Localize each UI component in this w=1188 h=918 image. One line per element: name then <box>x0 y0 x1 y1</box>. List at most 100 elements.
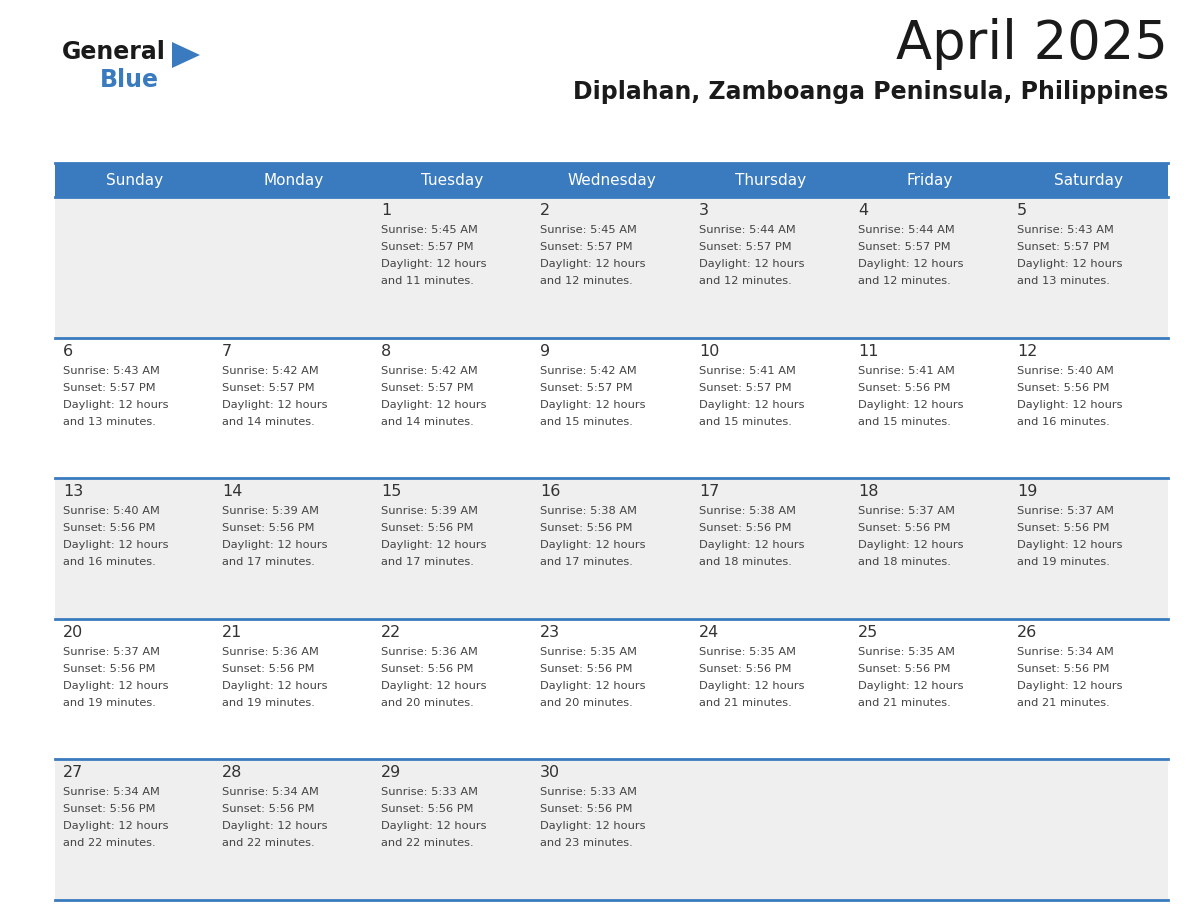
Text: Sunset: 5:56 PM: Sunset: 5:56 PM <box>1017 383 1110 393</box>
Text: Sunrise: 5:44 AM: Sunrise: 5:44 AM <box>699 225 796 235</box>
Text: Sunset: 5:56 PM: Sunset: 5:56 PM <box>222 804 315 814</box>
Text: and 14 minutes.: and 14 minutes. <box>222 417 315 427</box>
Text: Sunrise: 5:41 AM: Sunrise: 5:41 AM <box>699 365 796 375</box>
Text: and 13 minutes.: and 13 minutes. <box>63 417 156 427</box>
Text: Sunrise: 5:38 AM: Sunrise: 5:38 AM <box>699 506 796 516</box>
Text: and 17 minutes.: and 17 minutes. <box>541 557 633 567</box>
Text: Sunset: 5:57 PM: Sunset: 5:57 PM <box>381 383 474 393</box>
Text: and 21 minutes.: and 21 minutes. <box>699 698 791 708</box>
Text: Sunrise: 5:39 AM: Sunrise: 5:39 AM <box>381 506 478 516</box>
Text: Blue: Blue <box>100 68 159 92</box>
Text: 30: 30 <box>541 766 560 780</box>
Text: Sunrise: 5:34 AM: Sunrise: 5:34 AM <box>222 788 318 798</box>
Text: 24: 24 <box>699 625 719 640</box>
Text: Daylight: 12 hours: Daylight: 12 hours <box>541 822 645 832</box>
Polygon shape <box>172 42 200 68</box>
Text: Sunset: 5:57 PM: Sunset: 5:57 PM <box>381 242 474 252</box>
Text: Tuesday: Tuesday <box>422 173 484 187</box>
Text: Sunrise: 5:33 AM: Sunrise: 5:33 AM <box>381 788 478 798</box>
Text: Sunrise: 5:36 AM: Sunrise: 5:36 AM <box>222 647 318 656</box>
Text: and 17 minutes.: and 17 minutes. <box>381 557 474 567</box>
Text: Daylight: 12 hours: Daylight: 12 hours <box>63 540 169 550</box>
Text: Daylight: 12 hours: Daylight: 12 hours <box>858 259 963 269</box>
Text: Sunset: 5:56 PM: Sunset: 5:56 PM <box>858 383 950 393</box>
Text: Friday: Friday <box>906 173 953 187</box>
Text: and 21 minutes.: and 21 minutes. <box>858 698 950 708</box>
Text: Sunrise: 5:37 AM: Sunrise: 5:37 AM <box>858 506 955 516</box>
Text: and 12 minutes.: and 12 minutes. <box>699 276 791 286</box>
Text: Sunrise: 5:33 AM: Sunrise: 5:33 AM <box>541 788 637 798</box>
Text: 28: 28 <box>222 766 242 780</box>
Text: 19: 19 <box>1017 484 1037 499</box>
Text: and 18 minutes.: and 18 minutes. <box>858 557 950 567</box>
Text: 9: 9 <box>541 343 550 359</box>
Text: 22: 22 <box>381 625 402 640</box>
Text: Sunset: 5:56 PM: Sunset: 5:56 PM <box>381 664 474 674</box>
Text: and 18 minutes.: and 18 minutes. <box>699 557 792 567</box>
Text: Sunset: 5:56 PM: Sunset: 5:56 PM <box>858 664 950 674</box>
Text: Thursday: Thursday <box>735 173 807 187</box>
Text: 12: 12 <box>1017 343 1037 359</box>
Bar <box>55 759 1168 900</box>
Text: Daylight: 12 hours: Daylight: 12 hours <box>381 399 487 409</box>
Text: Sunset: 5:56 PM: Sunset: 5:56 PM <box>63 523 156 533</box>
Text: Sunset: 5:56 PM: Sunset: 5:56 PM <box>1017 664 1110 674</box>
Text: Sunset: 5:56 PM: Sunset: 5:56 PM <box>222 664 315 674</box>
Text: 13: 13 <box>63 484 83 499</box>
Text: Sunrise: 5:41 AM: Sunrise: 5:41 AM <box>858 365 955 375</box>
Text: 11: 11 <box>858 343 878 359</box>
Text: 26: 26 <box>1017 625 1037 640</box>
Text: Monday: Monday <box>264 173 323 187</box>
Text: 17: 17 <box>699 484 720 499</box>
Text: Daylight: 12 hours: Daylight: 12 hours <box>222 540 328 550</box>
Text: Daylight: 12 hours: Daylight: 12 hours <box>699 681 804 691</box>
Text: Sunrise: 5:45 AM: Sunrise: 5:45 AM <box>381 225 478 235</box>
Text: Sunrise: 5:34 AM: Sunrise: 5:34 AM <box>63 788 160 798</box>
Text: and 21 minutes.: and 21 minutes. <box>1017 698 1110 708</box>
Text: Daylight: 12 hours: Daylight: 12 hours <box>1017 259 1123 269</box>
Text: and 15 minutes.: and 15 minutes. <box>699 417 792 427</box>
Text: Sunset: 5:57 PM: Sunset: 5:57 PM <box>699 383 791 393</box>
Text: Wednesday: Wednesday <box>567 173 656 187</box>
Bar <box>55 478 1168 619</box>
Text: Sunrise: 5:45 AM: Sunrise: 5:45 AM <box>541 225 637 235</box>
Text: Daylight: 12 hours: Daylight: 12 hours <box>63 681 169 691</box>
Text: and 17 minutes.: and 17 minutes. <box>222 557 315 567</box>
Text: 16: 16 <box>541 484 561 499</box>
Text: Daylight: 12 hours: Daylight: 12 hours <box>699 540 804 550</box>
Text: Sunrise: 5:43 AM: Sunrise: 5:43 AM <box>63 365 160 375</box>
Bar <box>55 338 1168 478</box>
Text: 27: 27 <box>63 766 83 780</box>
Text: and 16 minutes.: and 16 minutes. <box>63 557 156 567</box>
Text: 14: 14 <box>222 484 242 499</box>
Text: Sunset: 5:57 PM: Sunset: 5:57 PM <box>1017 242 1110 252</box>
Text: Sunset: 5:56 PM: Sunset: 5:56 PM <box>63 804 156 814</box>
Text: and 22 minutes.: and 22 minutes. <box>63 838 156 848</box>
Text: Sunset: 5:56 PM: Sunset: 5:56 PM <box>541 664 632 674</box>
Text: Sunset: 5:56 PM: Sunset: 5:56 PM <box>63 664 156 674</box>
Text: Sunset: 5:56 PM: Sunset: 5:56 PM <box>1017 523 1110 533</box>
Text: Sunrise: 5:35 AM: Sunrise: 5:35 AM <box>541 647 637 656</box>
Bar <box>55 619 1168 759</box>
Text: Sunrise: 5:42 AM: Sunrise: 5:42 AM <box>222 365 318 375</box>
Text: Sunrise: 5:35 AM: Sunrise: 5:35 AM <box>858 647 955 656</box>
Text: Sunset: 5:57 PM: Sunset: 5:57 PM <box>541 383 633 393</box>
Text: Sunrise: 5:40 AM: Sunrise: 5:40 AM <box>63 506 160 516</box>
Text: 3: 3 <box>699 203 709 218</box>
Text: Sunset: 5:57 PM: Sunset: 5:57 PM <box>699 242 791 252</box>
Text: Daylight: 12 hours: Daylight: 12 hours <box>541 540 645 550</box>
Text: Daylight: 12 hours: Daylight: 12 hours <box>699 399 804 409</box>
Text: Sunset: 5:56 PM: Sunset: 5:56 PM <box>381 804 474 814</box>
Text: Daylight: 12 hours: Daylight: 12 hours <box>381 822 487 832</box>
Text: and 12 minutes.: and 12 minutes. <box>858 276 950 286</box>
Text: April 2025: April 2025 <box>896 18 1168 70</box>
Text: Daylight: 12 hours: Daylight: 12 hours <box>541 681 645 691</box>
Text: 4: 4 <box>858 203 868 218</box>
Text: Sunset: 5:56 PM: Sunset: 5:56 PM <box>222 523 315 533</box>
Text: Daylight: 12 hours: Daylight: 12 hours <box>858 681 963 691</box>
Text: Sunrise: 5:43 AM: Sunrise: 5:43 AM <box>1017 225 1114 235</box>
Text: 21: 21 <box>222 625 242 640</box>
Text: and 12 minutes.: and 12 minutes. <box>541 276 633 286</box>
Text: and 14 minutes.: and 14 minutes. <box>381 417 474 427</box>
Text: and 15 minutes.: and 15 minutes. <box>541 417 633 427</box>
